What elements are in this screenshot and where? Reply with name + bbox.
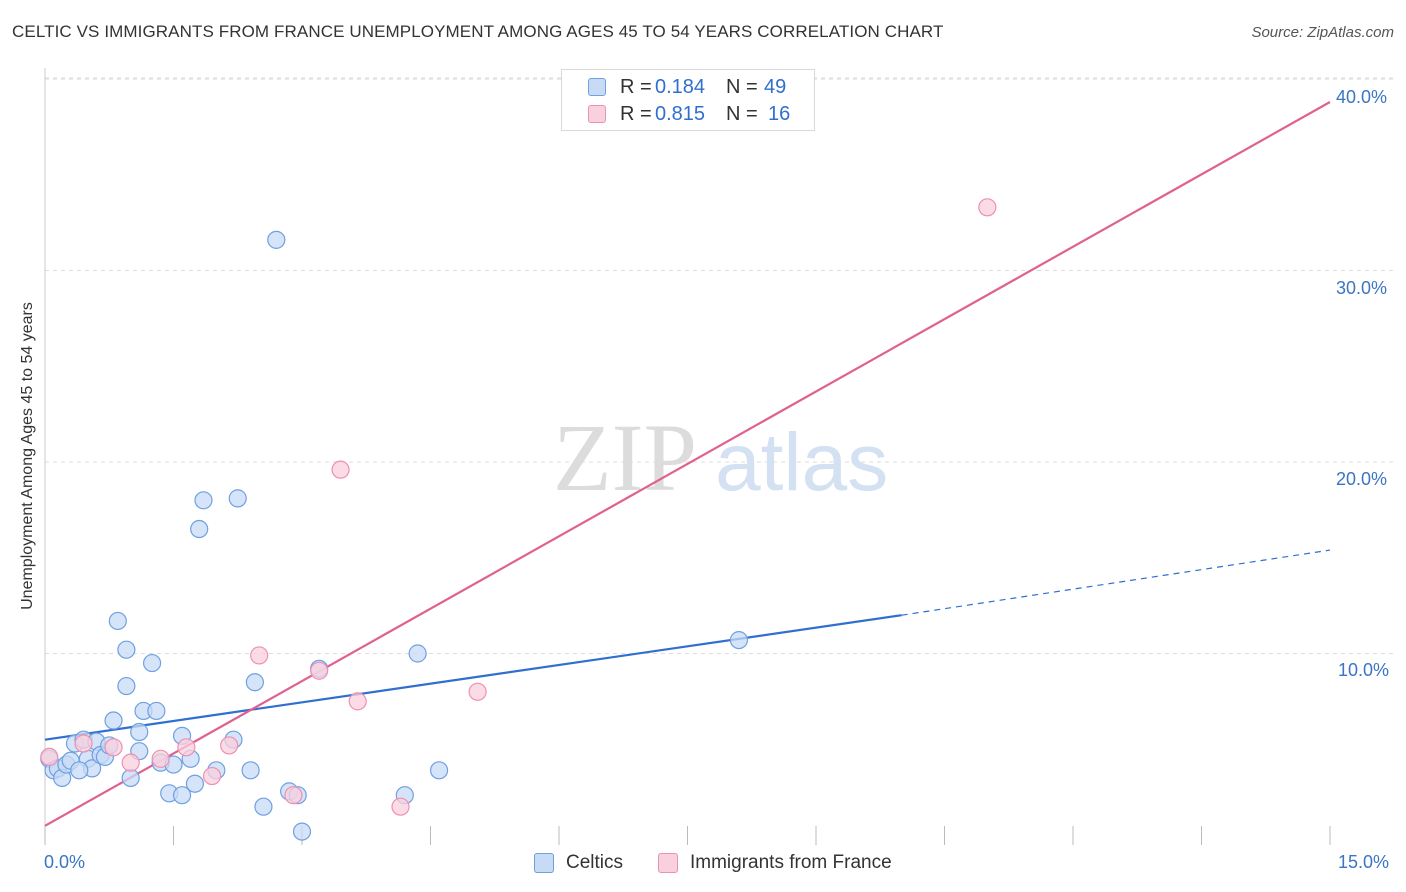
point-immigrants-from-france: [40, 747, 59, 767]
point-immigrants-from-france: [151, 749, 170, 768]
point-immigrants-from-france: [177, 738, 196, 757]
point-immigrants-from-france: [202, 766, 222, 786]
trend-layer: [44, 101, 1331, 827]
source-credit: Source: ZipAtlas.com: [1251, 24, 1394, 41]
watermark-atlas: atlas: [715, 417, 888, 508]
grid-layer: [45, 77, 1395, 654]
r-value: 0.815: [655, 103, 706, 125]
y-tick-20: 20.0%: [1336, 469, 1388, 489]
watermark: ZIP atlas: [553, 404, 888, 511]
r-value: 0.184: [655, 76, 706, 98]
n-label: N =: [726, 76, 758, 98]
point-celtics: [70, 761, 89, 780]
n-label: N =: [726, 103, 758, 125]
point-celtics: [429, 761, 449, 780]
r-label: R =: [620, 76, 652, 98]
point-immigrants-from-france: [331, 460, 350, 479]
france-legend-swatch: [658, 853, 678, 873]
point-celtics: [194, 491, 213, 510]
y-tick-10: 10.0%: [1338, 660, 1390, 680]
point-celtics: [130, 722, 149, 742]
point-immigrants-from-france: [121, 753, 140, 772]
chart-title: CELTIC VS IMMIGRANTS FROM FRANCE UNEMPLO…: [12, 22, 944, 41]
point-celtics: [408, 644, 427, 663]
point-immigrants-from-france: [468, 682, 487, 701]
point-celtics: [117, 676, 136, 696]
point-immigrants-from-france: [74, 734, 93, 753]
celtics-swatch: [588, 78, 606, 96]
point-celtics: [104, 711, 123, 730]
point-celtics: [729, 630, 749, 650]
point-celtics: [228, 489, 247, 508]
trendline-immigrants-from-france: [44, 101, 1331, 827]
n-value: 49: [764, 76, 787, 98]
point-celtics: [117, 640, 136, 659]
point-layer: [40, 198, 997, 841]
point-celtics: [190, 519, 209, 539]
trendline-extension-celtics: [901, 549, 1331, 616]
france-swatch: [588, 105, 606, 123]
legend-label: Celtics: [566, 852, 624, 873]
point-immigrants-from-france: [250, 646, 269, 665]
legend-label: Immigrants from France: [690, 852, 892, 873]
point-celtics: [292, 822, 312, 841]
point-celtics: [185, 774, 205, 793]
point-celtics: [254, 797, 273, 816]
point-immigrants-from-france: [284, 786, 303, 805]
y-axis-label: Unemployment Among Ages 45 to 54 years: [19, 302, 36, 610]
celtics-legend-swatch: [534, 853, 554, 873]
y-tick-30: 30.0%: [1336, 278, 1388, 298]
point-immigrants-from-france: [391, 797, 410, 816]
point-celtics: [121, 768, 140, 788]
stats-legend: R = 0.184 N = 49 R = 0.815 N = 16: [561, 69, 815, 131]
point-celtics: [241, 761, 260, 780]
n-value: 16: [768, 103, 791, 125]
point-immigrants-from-france: [978, 198, 997, 217]
point-celtics: [108, 611, 127, 631]
point-celtics: [142, 653, 162, 673]
point-immigrants-from-france: [220, 736, 239, 755]
point-celtics: [172, 786, 192, 805]
point-celtics: [267, 230, 286, 249]
r-label: R =: [620, 103, 652, 125]
trendline-celtics: [44, 614, 902, 741]
watermark-zip: ZIP: [553, 404, 697, 511]
point-immigrants-from-france: [348, 692, 367, 711]
x-tick-max: 15.0%: [1338, 852, 1390, 872]
y-tick-40: 40.0%: [1336, 87, 1388, 107]
point-celtics: [147, 701, 166, 721]
point-immigrants-from-france: [310, 661, 329, 680]
point-celtics: [245, 673, 264, 692]
point-immigrants-from-france: [104, 738, 123, 757]
x-tick-min: 0.0%: [44, 852, 86, 872]
